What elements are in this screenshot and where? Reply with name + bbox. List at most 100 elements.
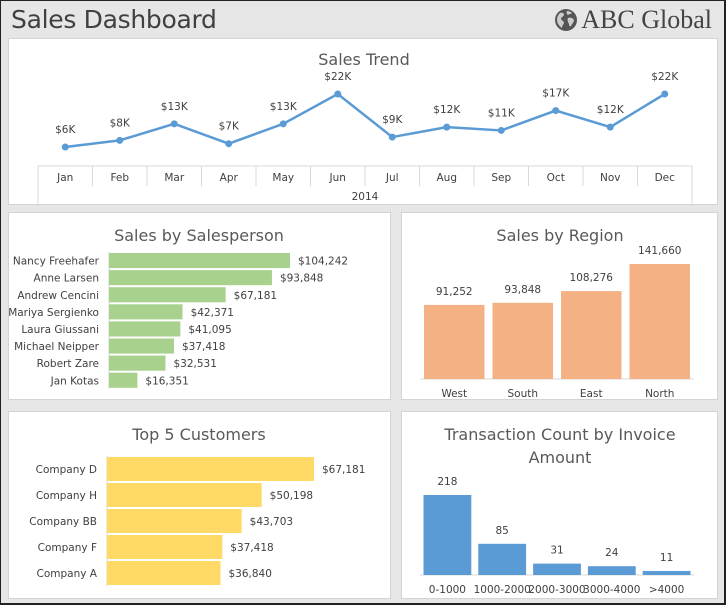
data-label: $93,848	[280, 273, 323, 285]
x-tick-label: Jan	[56, 172, 73, 184]
bar	[533, 563, 581, 575]
bar	[107, 561, 221, 585]
bar	[109, 304, 183, 320]
data-label: $37,418	[230, 542, 273, 554]
category-label: Company F	[38, 542, 97, 554]
data-label: $9K	[382, 114, 403, 126]
category-label: Nancy Freehafer	[13, 256, 100, 268]
data-label: 108,276	[570, 272, 614, 284]
chart-title: Sales by Region	[496, 226, 623, 245]
data-label: $6K	[55, 124, 76, 136]
data-label: $42,371	[191, 307, 234, 319]
data-point	[225, 140, 233, 148]
bar	[629, 264, 690, 379]
chart-title: Sales Trend	[318, 50, 409, 69]
sales-trend-chart: Sales Trend Jan Feb Mar Apr May Jun Jul Aug Sep Oc…	[37, 50, 693, 206]
x-tick-label: Sep	[491, 172, 511, 184]
data-point	[388, 133, 396, 141]
category-label: Laura Giussani	[21, 324, 99, 336]
brand-name: ABC Global	[581, 5, 712, 34]
chart-title: Amount	[529, 448, 592, 467]
dashboard-title: Sales Dashboard	[11, 5, 217, 34]
data-label: $11K	[488, 107, 516, 119]
category-label: 1000-2000	[474, 584, 531, 596]
data-point	[497, 126, 505, 134]
x-group-label: 2014	[352, 191, 379, 203]
transaction-count-chart: Transaction Count by Invoice Amount 218 0-1…	[420, 425, 694, 596]
x-tick-label: Oct	[547, 172, 565, 184]
data-label: $67,181	[234, 290, 277, 302]
bar	[423, 495, 472, 575]
transaction-count-panel: Transaction Count by Invoice Amount 218 0-1…	[401, 411, 718, 599]
bar	[107, 509, 242, 533]
data-label: $7K	[219, 121, 240, 133]
bar	[107, 535, 223, 559]
category-label: West	[441, 388, 467, 400]
chart-title: Transaction Count by Invoice	[443, 425, 675, 444]
category-label: 3000-4000	[583, 584, 640, 596]
x-tick-label: May	[272, 172, 294, 184]
bar	[424, 304, 485, 379]
data-point	[61, 143, 69, 151]
data-point	[552, 107, 560, 115]
bar	[107, 483, 262, 507]
data-label: 93,848	[504, 284, 541, 296]
data-label: 31	[550, 545, 563, 557]
category-label: Company BB	[29, 516, 97, 528]
category-label: Company H	[36, 490, 97, 502]
data-label: $22K	[324, 71, 352, 83]
bar	[642, 570, 691, 575]
data-label: $37,418	[182, 341, 225, 353]
data-label: 24	[605, 547, 619, 559]
data-label: $13K	[270, 101, 298, 113]
top-5-customers-panel: Top 5 Customers Company D $67,181 Company H…	[8, 411, 391, 599]
data-label: $67,181	[322, 464, 365, 476]
data-label: $22K	[651, 71, 679, 83]
bar	[109, 355, 166, 371]
data-point	[279, 120, 287, 128]
bar	[109, 338, 174, 354]
data-label: $43,703	[250, 516, 293, 528]
data-label: 11	[660, 552, 673, 564]
chart-title: Sales by Salesperson	[114, 226, 284, 245]
bar	[107, 457, 314, 481]
sales-by-region-chart: Sales by Region 91,252 West 93,848 South 108,…	[420, 226, 694, 400]
x-tick-label: Dec	[655, 172, 676, 184]
x-tick-label: Mar	[164, 172, 184, 184]
category-label: 0-1000	[429, 584, 466, 596]
category-label: >4000	[649, 584, 685, 596]
data-label: 91,252	[436, 286, 473, 298]
category-label: Company A	[37, 568, 98, 580]
sales-by-salesperson-panel: Sales by Salesperson Nancy Freehafer $104,…	[8, 212, 391, 400]
data-label: 141,660	[638, 245, 681, 257]
x-tick-label: Feb	[110, 172, 129, 184]
bar	[109, 270, 272, 286]
bar	[109, 372, 138, 388]
category-label: East	[580, 388, 603, 400]
bar	[561, 291, 622, 379]
trend-line	[65, 92, 666, 149]
x-tick-label: Aug	[436, 172, 457, 184]
category-label: Robert Zare	[37, 358, 99, 370]
sales-trend-panel: Sales Trend Jan Feb Mar Apr May Jun Jul Aug Sep Oc…	[8, 38, 718, 206]
bar	[109, 321, 181, 337]
category-label: North	[645, 388, 674, 400]
data-point	[334, 90, 342, 98]
data-label: $16,351	[145, 375, 188, 387]
data-label: $41,095	[188, 324, 231, 336]
category-label: Mariya Sergienko	[9, 307, 99, 319]
data-label: $12K	[597, 104, 625, 116]
category-label: Andrew Cencini	[17, 290, 99, 302]
data-label: $8K	[110, 117, 131, 129]
data-point	[443, 123, 451, 131]
data-label: 85	[496, 525, 509, 537]
category-label: Jan Kotas	[50, 375, 99, 387]
sales-by-region-panel: Sales by Region 91,252 West 93,848 South 108,…	[401, 212, 718, 400]
x-tick-label: Apr	[220, 172, 239, 184]
data-point	[116, 136, 124, 144]
data-point	[170, 120, 178, 128]
data-point	[606, 123, 614, 131]
data-label: 218	[437, 476, 457, 488]
chart-title: Top 5 Customers	[131, 425, 265, 444]
data-point	[661, 90, 669, 98]
